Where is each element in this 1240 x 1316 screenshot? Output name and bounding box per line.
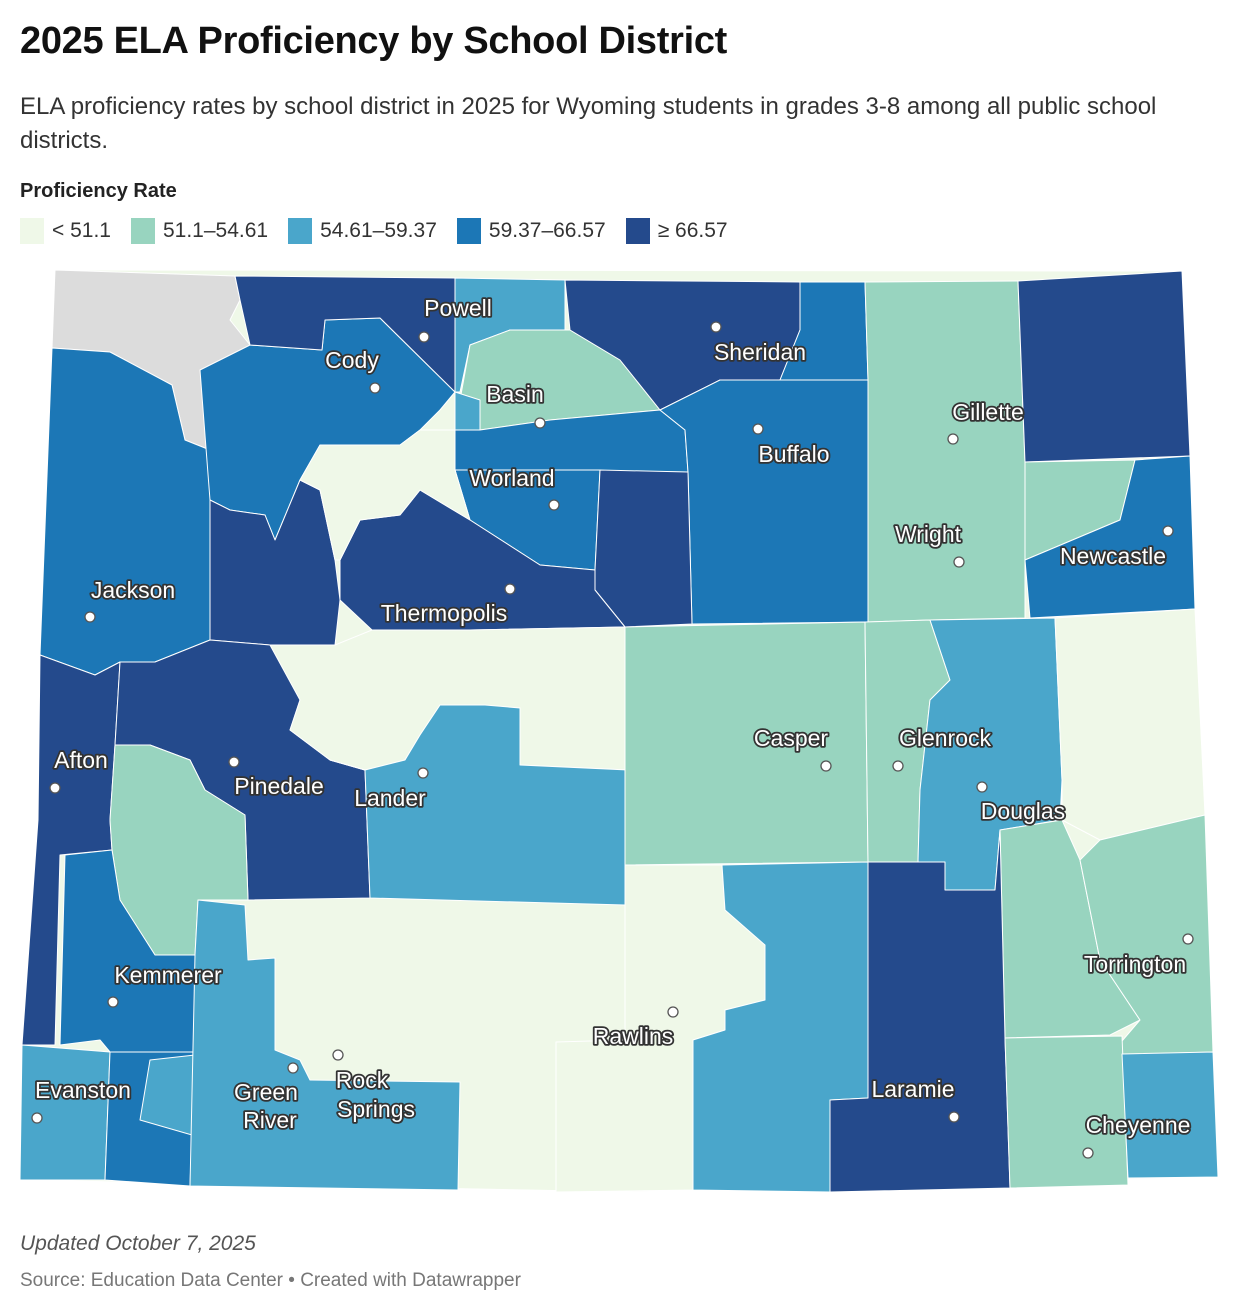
district-regions — [19, 269, 1219, 1193]
city-label: Glenrock — [899, 725, 992, 751]
legend-swatch — [288, 218, 313, 244]
district-torrington[interactable] — [1079, 814, 1214, 1056]
district-lusk[interactable] — [1054, 608, 1206, 841]
city-dot — [892, 760, 904, 772]
city-dot — [976, 781, 988, 793]
city-dot — [287, 1062, 299, 1074]
legend-label: 59.37–66.57 — [488, 219, 606, 242]
wyoming-district-map: Powell Cody Sheridan Basin Gillette Buff… — [19, 269, 1219, 1193]
city-label: Powell — [424, 295, 492, 321]
legend-label: 54.61–59.37 — [320, 219, 437, 242]
city-label: River — [243, 1107, 297, 1133]
district-lander[interactable] — [329, 704, 629, 906]
city-label: Rock — [336, 1067, 389, 1093]
legend-label: 51.1–54.61 — [162, 219, 269, 242]
district-meeteetse[interactable] — [299, 429, 471, 561]
city-dot — [948, 1111, 960, 1123]
city-dot — [107, 996, 119, 1008]
district-pinebluffs[interactable] — [1004, 1035, 1129, 1189]
district-greenriver[interactable] — [189, 899, 461, 1191]
city-label: Wright — [895, 521, 962, 547]
city-label: Rawlins — [593, 1023, 674, 1049]
city-label: Evanston — [35, 1077, 131, 1103]
city-label: Jackson — [91, 577, 175, 603]
updated-note: Updated October 7, 2025 — [20, 1232, 256, 1255]
city-label: Cheyenne — [1086, 1112, 1191, 1138]
city-dot — [548, 499, 560, 511]
legend-label: < 51.1 — [52, 219, 111, 242]
district-gillette[interactable] — [864, 280, 1026, 623]
legend-item: 54.61–59.37 — [288, 218, 437, 244]
legend: < 51.1 51.1–54.61 54.61–59.37 59.37–66.5… — [20, 218, 748, 244]
city-label: Springs — [337, 1096, 415, 1122]
city-markers: Powell Cody Sheridan Basin Gillette Buff… — [31, 293, 1194, 1159]
city-label: Cody — [325, 347, 379, 373]
legend-swatch — [130, 218, 155, 244]
legend-item: < 51.1 — [20, 218, 111, 244]
legend-swatch — [20, 218, 44, 244]
city-label: Lander — [354, 785, 426, 811]
city-label: Laramie — [871, 1076, 954, 1102]
city-label: Basin — [486, 381, 544, 407]
city-dot — [49, 782, 61, 794]
city-dot — [534, 417, 546, 429]
city-label: Thermopolis — [381, 600, 508, 626]
city-dot — [667, 1006, 679, 1018]
city-label: Sheridan — [714, 339, 806, 365]
city-dot — [418, 331, 430, 343]
district-buffalo[interactable] — [659, 379, 873, 625]
city-label: Green — [234, 1079, 298, 1105]
city-dot — [710, 321, 722, 333]
city-label: Newcastle — [1060, 543, 1166, 569]
legend-item: 51.1–54.61 — [130, 218, 269, 244]
legend-title: Proficiency Rate — [20, 180, 177, 202]
source-note: Source: Education Data Center • Created … — [20, 1270, 521, 1291]
city-dot — [332, 1049, 344, 1061]
district-crook[interactable] — [1017, 270, 1191, 463]
city-dot — [820, 760, 832, 772]
city-dot — [417, 767, 429, 779]
city-dot — [228, 756, 240, 768]
city-label: Torrington — [1084, 951, 1186, 977]
district-tensleep[interactable] — [594, 469, 693, 628]
legend-swatch — [456, 218, 481, 244]
legend-item: 59.37–66.57 — [456, 218, 606, 244]
city-dot — [504, 583, 516, 595]
city-dot — [953, 556, 965, 568]
city-label: Douglas — [981, 798, 1065, 824]
district-casper[interactable] — [624, 621, 869, 866]
city-dot — [1182, 933, 1194, 945]
district-evanston[interactable] — [19, 1044, 111, 1181]
city-dot — [1082, 1147, 1094, 1159]
legend-label: ≥ 66.57 — [657, 219, 728, 242]
city-dot — [84, 611, 96, 623]
city-dot — [31, 1112, 43, 1124]
city-label: Buffalo — [758, 441, 829, 467]
city-label: Gillette — [952, 399, 1024, 425]
city-label: Afton — [54, 747, 108, 773]
city-dot — [1162, 525, 1174, 537]
city-dot — [369, 382, 381, 394]
legend-swatch — [625, 218, 650, 244]
legend-item: ≥ 66.57 — [625, 218, 728, 244]
chart-subtitle: ELA proficiency rates by school district… — [20, 93, 1157, 154]
city-label: Worland — [469, 465, 554, 491]
city-label: Casper — [754, 725, 828, 751]
city-label: Pinedale — [234, 773, 324, 799]
chart-title: 2025 ELA Proficiency by School District — [20, 20, 728, 62]
city-dot — [752, 423, 764, 435]
district-cheyenne[interactable] — [1121, 1051, 1219, 1179]
city-dot — [947, 433, 959, 445]
city-label: Kemmerer — [114, 962, 222, 988]
